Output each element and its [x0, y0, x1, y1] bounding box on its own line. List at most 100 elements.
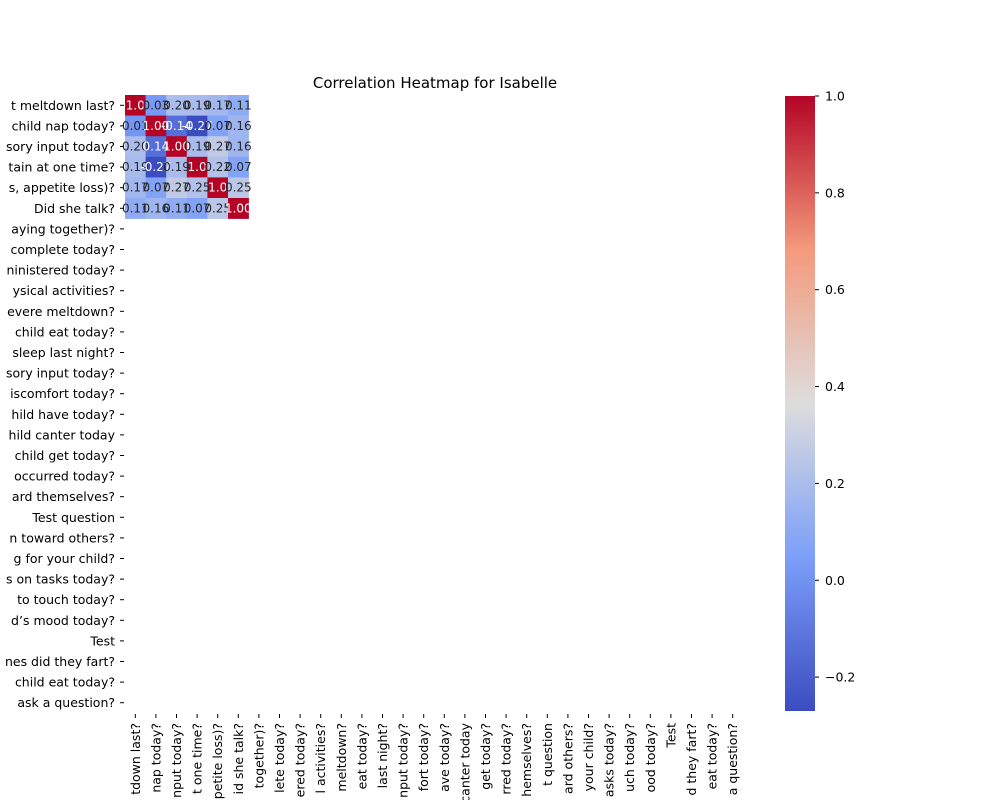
heatmap-cell — [145, 156, 167, 178]
heatmap-cell — [125, 177, 146, 199]
heatmap-cell — [125, 198, 146, 219]
y-axis-tick-label: child get today? — [15, 448, 115, 463]
x-axis-tick-label: ave today? — [437, 723, 452, 792]
x-axis-tick-label: eat today? — [354, 723, 369, 789]
heatmap-cell — [166, 156, 188, 178]
x-axis-tick-label: a question? — [725, 723, 740, 795]
heatmap-cell-label: 0.14 — [143, 140, 170, 154]
heatmap-cell — [207, 136, 229, 158]
heatmap-cell — [125, 136, 146, 158]
y-axis-tick-label: child nap today? — [12, 118, 115, 133]
heatmap-cell-label: 0.20 — [163, 98, 190, 112]
x-axis-tick-label: fort today? — [416, 723, 431, 791]
colorbar-gradient — [785, 96, 815, 711]
colorbar-tick-label: 0.2 — [825, 476, 845, 491]
x-axis-tick-label: meltdown? — [334, 723, 349, 792]
y-axis-tick-label: complete today? — [10, 242, 115, 257]
heatmap-cell-label: 0.16 — [225, 140, 252, 154]
y-axis-tick-label: evere meltdown? — [7, 304, 115, 319]
y-axis-tick-label: g for your child? — [14, 551, 115, 566]
heatmap-cell-label: 0.16 — [225, 119, 252, 133]
heatmap-cell-label: 0.20 — [122, 140, 149, 154]
heatmap-cell-label: 0.07 — [204, 119, 231, 133]
y-axis-tick-label: sleep last night? — [12, 345, 115, 360]
x-axis-tick-label: lete today? — [272, 723, 287, 793]
heatmap-cell — [228, 136, 249, 158]
heatmap-cell-label: 1.00 — [143, 119, 170, 133]
heatmap-cell — [207, 156, 229, 178]
heatmap-cells — [125, 95, 249, 219]
heatmap-cell-label: 0.07 — [143, 181, 170, 195]
y-axis-tick-label: n toward others? — [9, 530, 115, 545]
heatmap-cell — [166, 115, 188, 137]
y-axis-tick-label: tain at one time? — [8, 160, 115, 175]
heatmap-cell-label: 0.07 — [225, 160, 252, 174]
x-axis-tick-label: tdown last? — [128, 723, 143, 795]
chart-title: Correlation Heatmap for Isabelle — [313, 74, 557, 92]
heatmap-cell-label: 0.16 — [143, 201, 170, 215]
heatmap-cell-label: 0.19 — [122, 160, 149, 174]
heatmap-cell-label: 0.01 — [122, 119, 149, 133]
heatmap-cell-label: 1.00 — [225, 201, 252, 215]
heatmap-cell — [228, 198, 249, 219]
heatmap-cell-label: 0.19 — [184, 140, 211, 154]
y-axis-tick-label: hild canter today — [9, 427, 116, 442]
colorbar-tick-label: 0.8 — [825, 185, 845, 200]
heatmap-cell — [186, 115, 208, 137]
y-axis-tick-label: ask a question? — [17, 695, 115, 710]
y-axis-tick-label: Did she talk? — [34, 201, 115, 216]
heatmap-cell-label: 1.00 — [163, 140, 190, 154]
heatmap-cell — [166, 198, 188, 219]
heatmap-cell-labels: 1.00.030.200.190.170.110.011.00-0.14-0.2… — [122, 98, 252, 215]
y-axis-tick-label: ninistered today? — [6, 263, 115, 278]
y-axis-tick-label: sory input today? — [6, 366, 115, 381]
heatmap-cell-label: 0.27 — [204, 140, 231, 154]
x-axis-tick-label: asks today? — [602, 723, 617, 797]
y-axis-tick-label: to touch today? — [17, 592, 115, 607]
heatmap-cell — [145, 198, 167, 219]
y-axis-tick-label: iscomfort today? — [10, 386, 115, 401]
x-axis-tick-label: d they fart? — [684, 723, 699, 796]
heatmap-cell-label: 0.11 — [225, 98, 252, 112]
y-axis-tick-label: s on tasks today? — [6, 572, 115, 587]
y-axis-tick-label: child eat today? — [15, 675, 115, 690]
x-axis-tick-label: uch today? — [622, 723, 637, 792]
x-axis-tick-label: ered today? — [293, 723, 308, 797]
colorbar-tick-label: 0.6 — [825, 282, 845, 297]
y-axis-tick-label: d’s mood today? — [11, 613, 115, 628]
heatmap-cell — [166, 177, 188, 199]
heatmap-cell-label: -0.27 — [182, 119, 213, 133]
x-axis-tick-label: nap today? — [148, 723, 163, 793]
heatmap-cell-label: 0.25 — [204, 201, 231, 215]
heatmap-cell-label: 0.22 — [204, 160, 231, 174]
x-axis-tick-label: t question — [540, 723, 555, 786]
heatmap-cell — [207, 115, 229, 137]
colorbar-tick-label: 0.0 — [825, 573, 845, 588]
heatmap-cell-label: -0.14 — [161, 119, 192, 133]
x-axis-tick-label: t one time? — [190, 723, 205, 794]
x-axis-tick-label: ard others? — [560, 723, 575, 794]
heatmap-cell-label: 0.17 — [122, 181, 149, 195]
y-axis-tick-label: t meltdown last? — [11, 98, 115, 113]
heatmap-cell — [145, 177, 167, 199]
heatmap-cell-label: 0.25 — [225, 181, 252, 195]
heatmap-cell-label: 0.03 — [143, 98, 170, 112]
heatmap-cell — [166, 136, 188, 158]
heatmap-cell-label: 1.0 — [208, 181, 227, 195]
x-axis-tick-label: petite loss)? — [210, 723, 225, 799]
heatmap-cell — [145, 136, 167, 158]
heatmap-cell — [145, 95, 167, 116]
heatmap-cell — [125, 156, 146, 178]
heatmap-cell-label: 0.25 — [184, 181, 211, 195]
y-axis-tick-label: occurred today? — [14, 469, 115, 484]
heatmap-cell — [228, 156, 249, 178]
x-axis-tick-label: nput today? — [169, 723, 184, 798]
x-axis-tick-labels: tdown last? nap today? nput today? t one ti… — [128, 714, 740, 800]
heatmap-cell-label: 0.27 — [163, 181, 190, 195]
heatmap-cell — [207, 177, 229, 199]
heatmap-cell-label: 0.11 — [122, 201, 149, 215]
x-axis-tick-label: last night? — [375, 723, 390, 788]
heatmap-cell — [125, 115, 146, 137]
heatmap-cell — [186, 177, 208, 199]
